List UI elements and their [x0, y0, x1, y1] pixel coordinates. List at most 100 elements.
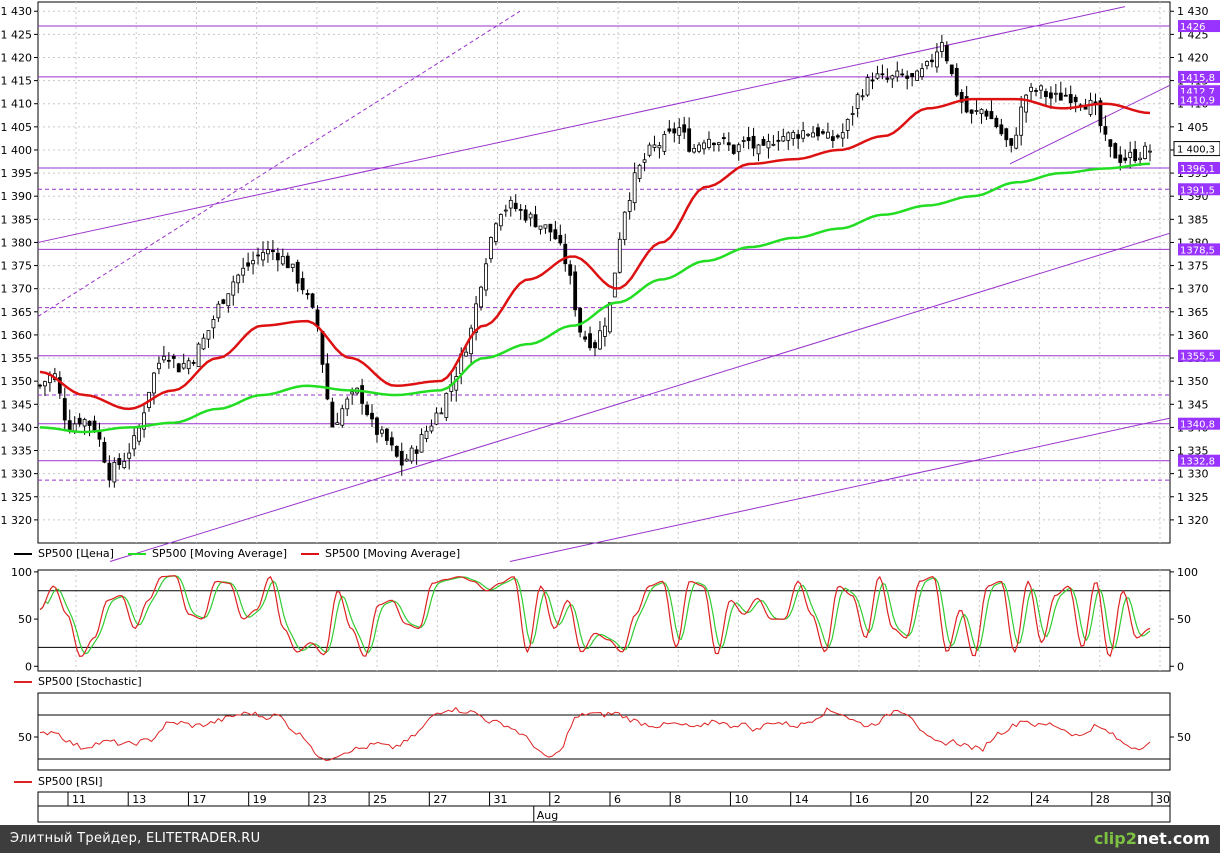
- candle-body-156: [811, 132, 815, 138]
- candle-body-215: [1103, 126, 1108, 135]
- candle-body-131: [687, 128, 692, 152]
- date-label-16: 24: [1036, 793, 1050, 806]
- candle-body-129: [677, 127, 682, 136]
- candle-body-107: [568, 264, 573, 276]
- candle-body-176: [910, 73, 915, 78]
- stoch-left-tick-label-0: 100: [11, 566, 32, 579]
- candle-body-62: [345, 398, 350, 410]
- candle-body-220: [1128, 151, 1133, 158]
- candle-body-211: [1083, 106, 1088, 110]
- candle-body-77: [419, 434, 424, 453]
- candle-body-167: [865, 77, 870, 96]
- date-label-15: 22: [975, 793, 989, 806]
- candle-body-97: [518, 208, 523, 211]
- candle-body-89: [479, 286, 483, 308]
- candle-body-74: [404, 458, 409, 462]
- candle-body-72: [394, 445, 399, 457]
- price-left-tick-label-12: 1 370: [1, 283, 33, 296]
- candle-body-185: [954, 67, 959, 96]
- candle-body-69: [380, 429, 384, 434]
- candle-body-182: [939, 42, 944, 52]
- candle-body-7: [72, 423, 77, 432]
- candle-body-36: [216, 303, 221, 319]
- price-left-tick-label-3: 1 415: [1, 75, 33, 88]
- candle-body-115: [607, 302, 612, 333]
- candle-body-43: [251, 260, 255, 265]
- candle-body-175: [905, 75, 910, 79]
- rsi-right-tick-label-0: 50: [1177, 731, 1191, 744]
- price-left-tick-label-4: 1 410: [1, 98, 33, 111]
- candle-body-137: [716, 142, 721, 145]
- rsi-panel-frame: [37, 692, 1171, 771]
- candle-body-100: [533, 214, 538, 228]
- candle-body-128: [672, 128, 677, 134]
- candle-body-24: [157, 362, 161, 370]
- price-right-tick-label-21: 1 325: [1177, 491, 1209, 504]
- date-label-5: 25: [373, 793, 387, 806]
- candle-body-164: [850, 113, 855, 115]
- date-label-2: 17: [192, 793, 206, 806]
- trend-line-1: [109, 232, 1171, 562]
- price-left-tick-label-8: 1 390: [1, 190, 33, 203]
- candle-body-142: [741, 140, 746, 142]
- level-tag-0: [1178, 20, 1220, 33]
- candle-body-127: [667, 128, 672, 132]
- price-right-tick-label-12: 1 370: [1177, 283, 1209, 296]
- candle-body-172: [890, 75, 895, 80]
- candle-body-214: [1098, 100, 1103, 127]
- candle-body-157: [816, 127, 820, 137]
- candle-body-209: [1073, 96, 1078, 103]
- date-label-18: 30: [1156, 793, 1170, 806]
- candle-body-40: [236, 274, 241, 284]
- candle-body-162: [840, 132, 845, 139]
- candle-body-78: [424, 430, 429, 439]
- candle-body-30: [186, 360, 191, 370]
- candle-body-208: [1068, 94, 1073, 104]
- candle-body-20: [137, 427, 142, 442]
- price-right-tick-label-16: 1 350: [1177, 375, 1209, 388]
- price-right-tick-label-5: 1 405: [1177, 121, 1209, 134]
- candle-body-134: [702, 142, 706, 150]
- candle-body-45: [261, 252, 265, 261]
- price-right-tick-label-17: 1 345: [1177, 398, 1209, 411]
- legend-swatch-ma-fast: [301, 552, 320, 555]
- candle-body-108: [573, 271, 578, 311]
- candle-body-91: [489, 237, 493, 260]
- candle-body-95: [508, 199, 513, 209]
- candle-body-159: [826, 131, 830, 139]
- candle-body-144: [751, 135, 756, 149]
- stochastic-legend: SP500 [Stochastic]: [14, 675, 156, 688]
- legend-label-rsi: SP500 [RSI]: [38, 775, 103, 788]
- candle-body-133: [697, 144, 701, 152]
- candle-body-145: [756, 144, 761, 155]
- candle-body-150: [781, 136, 786, 142]
- candle-body-65: [360, 385, 364, 404]
- last-price-tag: [1173, 141, 1220, 157]
- candle-body-199: [1024, 94, 1029, 113]
- candle-body-178: [920, 68, 924, 77]
- date-label-1: 13: [132, 793, 146, 806]
- legend-item-rsi: SP500 [RSI]: [14, 775, 103, 788]
- brand-logo-part1: clip2: [1093, 829, 1137, 848]
- candle-body-50: [285, 255, 290, 269]
- candle-body-192: [989, 111, 994, 120]
- candle-body-190: [979, 108, 984, 115]
- level-tag-text-11: 1332,8: [1180, 457, 1215, 468]
- date-label-14: 20: [915, 793, 929, 806]
- candle-body-110: [583, 336, 587, 340]
- candle-body-112: [593, 342, 597, 349]
- candle-body-197: [1014, 134, 1019, 149]
- date-label-0: 11: [72, 793, 86, 806]
- price-right-tick-label-2: 1 420: [1177, 51, 1209, 64]
- candle-body-106: [563, 243, 568, 265]
- candle-body-32: [196, 343, 201, 368]
- candle-body-9: [82, 419, 87, 427]
- candle-body-143: [746, 137, 751, 142]
- date-label-17: 28: [1096, 793, 1110, 806]
- date-axis-frame: [37, 791, 1171, 823]
- price-left-tick-label-0: 1 430: [1, 5, 33, 18]
- level-tag-text-6: 1378,5: [1180, 245, 1215, 256]
- legend-item-stochastic: SP500 [Stochastic]: [14, 675, 142, 688]
- candle-body-102: [543, 224, 548, 229]
